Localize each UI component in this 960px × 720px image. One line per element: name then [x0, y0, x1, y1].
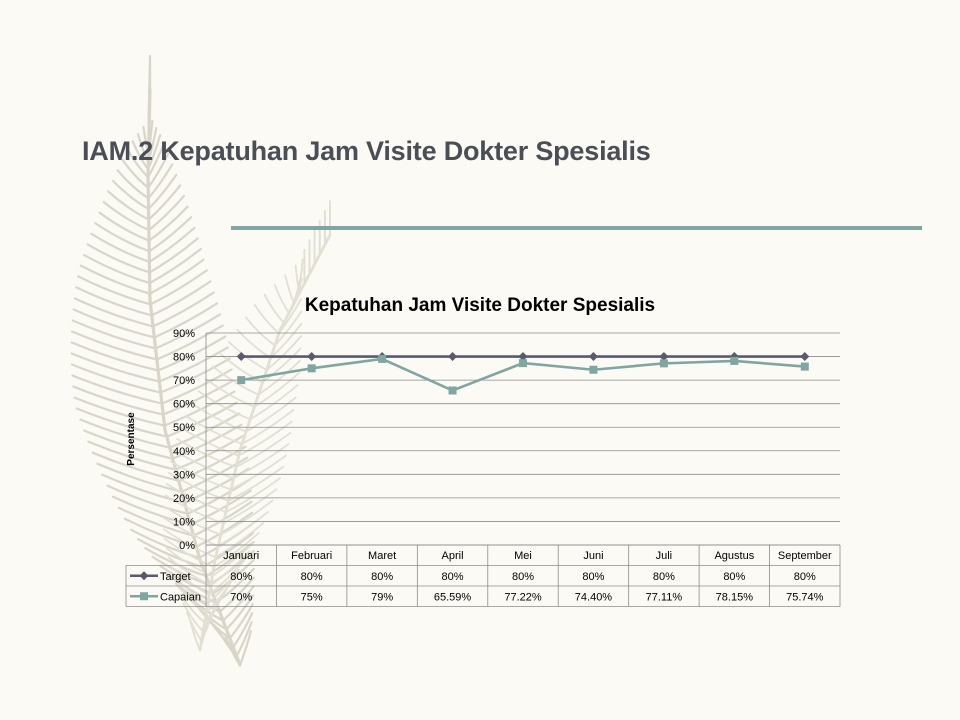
data-label: 80%	[723, 571, 745, 583]
data-label: 80%	[230, 571, 252, 583]
y-tick-label: 30%	[173, 469, 195, 481]
data-label: 77.22%	[504, 591, 542, 603]
data-label: 75.74%	[786, 591, 824, 603]
category-label: Juni	[583, 550, 603, 562]
y-tick-label: 20%	[173, 493, 195, 505]
data-label: 80%	[794, 571, 816, 583]
y-tick-label: 90%	[173, 328, 195, 340]
data-label: 80%	[442, 571, 464, 583]
y-tick-label: 80%	[173, 352, 195, 364]
capaian-marker	[237, 376, 246, 385]
capaian-marker	[730, 356, 739, 365]
legend-label: Capaian	[160, 591, 201, 603]
y-tick-label: 60%	[173, 399, 195, 411]
legend-label: Target	[160, 571, 191, 583]
data-label: 78.15%	[716, 591, 754, 603]
legend-key-marker	[139, 571, 149, 581]
target-marker	[800, 352, 810, 362]
capaian-marker	[800, 362, 809, 371]
target-marker	[307, 352, 317, 362]
category-label: Juli	[656, 550, 673, 562]
target-marker	[448, 352, 458, 362]
category-label: Mei	[514, 550, 532, 562]
data-label: 80%	[371, 571, 393, 583]
target-marker	[659, 352, 669, 362]
y-axis-label: Persentase	[126, 412, 137, 466]
category-label: Maret	[368, 550, 396, 562]
capaian-marker	[307, 364, 316, 373]
category-label: April	[442, 550, 464, 562]
category-label: Februari	[291, 550, 332, 562]
category-label: Januari	[223, 550, 259, 562]
data-label: 77.11%	[646, 591, 683, 603]
data-label: 75%	[301, 591, 323, 603]
capaian-marker	[448, 386, 457, 395]
capaian-marker	[589, 365, 598, 374]
y-tick-label: 0%	[179, 540, 195, 552]
data-label: 80%	[582, 571, 604, 583]
y-tick-label: 50%	[173, 422, 195, 434]
y-tick-label: 40%	[173, 446, 195, 458]
data-label: 80%	[512, 571, 534, 583]
title-divider	[231, 226, 922, 230]
chart-title: Kepatuhan Jam Visite Dokter Spesialis	[305, 295, 655, 316]
y-tick-label: 70%	[173, 375, 195, 387]
category-label: September	[778, 550, 832, 562]
data-label: 80%	[653, 571, 675, 583]
target-marker	[588, 352, 598, 362]
data-label: 80%	[301, 571, 323, 583]
target-marker	[518, 352, 528, 362]
data-label: 65.59%	[434, 591, 472, 603]
y-tick-label: 10%	[173, 516, 195, 528]
capaian-marker	[519, 359, 527, 368]
legend-key-marker	[140, 592, 148, 601]
target-marker	[236, 352, 246, 362]
data-label: 74.40%	[575, 591, 613, 603]
data-label: 70%	[230, 591, 252, 603]
capaian-marker	[659, 359, 668, 368]
data-label: 79%	[371, 591, 393, 603]
category-label: Agustus	[714, 550, 754, 562]
slide-title: IAM.2 Kepatuhan Jam Visite Dokter Spesia…	[82, 136, 651, 166]
capaian-marker	[378, 354, 387, 363]
